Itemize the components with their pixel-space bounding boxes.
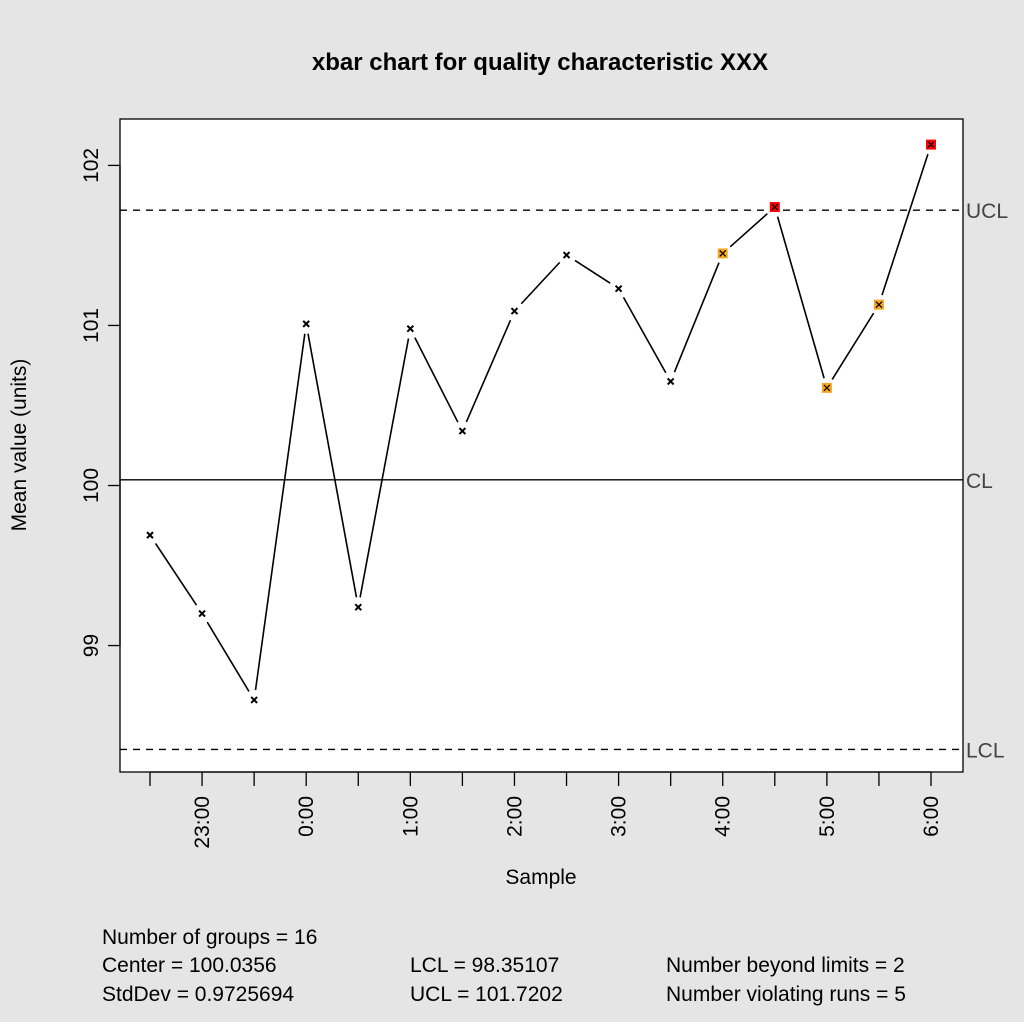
x-tick-label: 2:00 bbox=[503, 796, 526, 837]
x-tick-label: 23:00 bbox=[191, 796, 214, 849]
point-marker bbox=[823, 384, 831, 392]
summary-violating-runs: Number violating runs = 5 bbox=[666, 983, 906, 1006]
data-point-violating-run bbox=[821, 382, 832, 393]
data-point-ok bbox=[354, 603, 362, 611]
data-point-ok bbox=[614, 284, 623, 293]
point-marker bbox=[771, 203, 779, 211]
x-tick-label: 4:00 bbox=[712, 796, 735, 837]
point-marker bbox=[510, 307, 519, 315]
series-segment bbox=[831, 312, 875, 380]
lcl-label: LCL bbox=[966, 739, 1005, 762]
y-axis-label: Mean value (units) bbox=[8, 359, 31, 532]
point-marker bbox=[719, 250, 727, 257]
series-segment bbox=[254, 333, 306, 691]
summary-ucl: UCL = 101.7202 bbox=[410, 983, 563, 1006]
series-segment bbox=[359, 338, 410, 598]
data-point-ok bbox=[510, 307, 519, 315]
x-tick-label: 1:00 bbox=[399, 796, 422, 837]
point-marker bbox=[198, 609, 206, 618]
summary-lcl: LCL = 98.35107 bbox=[410, 954, 559, 977]
data-point-ok bbox=[562, 251, 571, 259]
data-point-ok bbox=[198, 609, 206, 618]
series-segment bbox=[776, 216, 825, 379]
y-tick-label: 99 bbox=[80, 634, 103, 657]
x-axis-label: Sample bbox=[505, 866, 576, 889]
point-marker bbox=[146, 531, 154, 539]
point-marker bbox=[666, 377, 675, 386]
point-marker bbox=[614, 284, 623, 293]
summary-groups: Number of groups = 16 bbox=[102, 926, 317, 949]
series-segment bbox=[206, 621, 250, 692]
x-tick-label: 0:00 bbox=[295, 796, 318, 837]
series-segment bbox=[414, 337, 459, 423]
data-point-violating-run bbox=[717, 248, 728, 259]
series-segment bbox=[307, 333, 358, 598]
y-tick-label: 100 bbox=[80, 468, 103, 503]
point-marker bbox=[302, 320, 310, 328]
series-segment bbox=[673, 262, 720, 373]
data-point-violating-run bbox=[873, 299, 884, 310]
point-marker bbox=[562, 251, 571, 259]
data-point-ok bbox=[666, 377, 675, 386]
data-point-beyond-limits bbox=[926, 139, 936, 150]
summary-stddev: StdDev = 0.9725694 bbox=[102, 983, 294, 1006]
point-marker bbox=[458, 427, 467, 435]
y-tick-label: 102 bbox=[80, 148, 103, 183]
x-tick-label: 3:00 bbox=[608, 796, 631, 837]
y-tick-label: 101 bbox=[80, 308, 103, 343]
chart-title: xbar chart for quality characteristic XX… bbox=[312, 49, 768, 76]
data-point-ok bbox=[302, 320, 310, 328]
ucl-label: UCL bbox=[966, 200, 1008, 223]
cl-label: CL bbox=[966, 470, 993, 493]
data-point-ok bbox=[458, 427, 467, 435]
series-segment bbox=[622, 296, 667, 374]
data-point-ok bbox=[250, 696, 258, 704]
series-segment bbox=[881, 153, 929, 296]
data-point-ok bbox=[146, 531, 154, 539]
data-point-ok bbox=[406, 324, 415, 333]
x-tick-label: 5:00 bbox=[816, 796, 839, 837]
series-segment bbox=[465, 319, 512, 423]
summary-center: Center = 100.0356 bbox=[102, 954, 277, 977]
series-segment bbox=[729, 213, 768, 248]
series-segment bbox=[154, 543, 198, 606]
series-segment bbox=[574, 259, 611, 284]
plot-area bbox=[119, 118, 964, 773]
point-marker bbox=[406, 324, 415, 333]
x-tick-label: 6:00 bbox=[920, 796, 943, 837]
series-segment bbox=[520, 261, 561, 305]
summary-beyond-limits: Number beyond limits = 2 bbox=[666, 954, 905, 977]
point-marker bbox=[875, 301, 883, 309]
data-point-beyond-limits bbox=[769, 202, 780, 213]
point-marker bbox=[354, 603, 362, 611]
point-marker bbox=[250, 696, 258, 704]
point-marker bbox=[927, 141, 935, 149]
